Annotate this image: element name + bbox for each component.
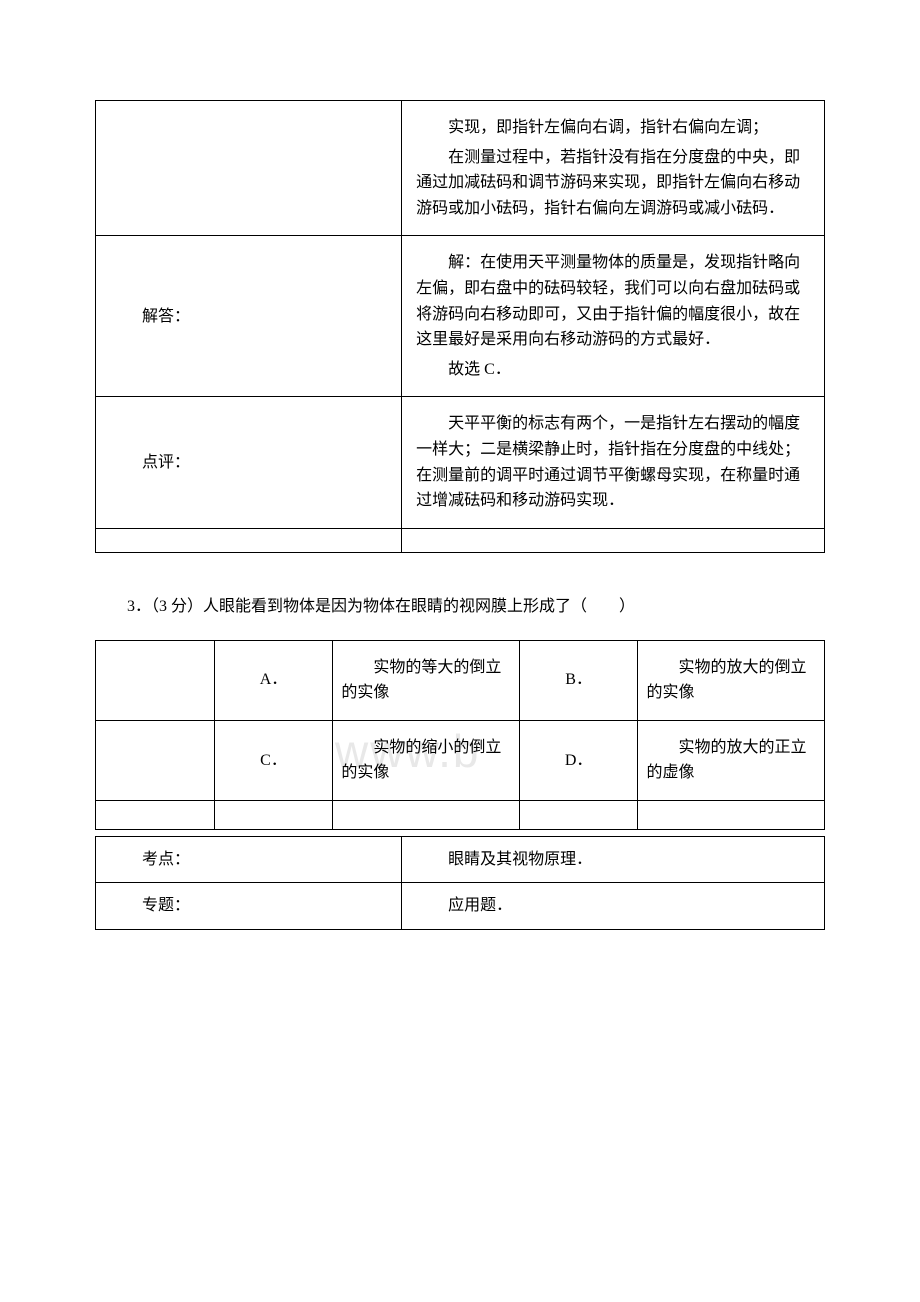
question-body: 人眼能看到物体是因为物体在眼睛的视网膜上形成了（ ）: [203, 598, 635, 615]
question-text: 3．（3 分）人眼能看到物体是因为物体在眼睛的视网膜上形成了（ ）: [95, 593, 825, 622]
choice-letter: D．: [519, 720, 638, 800]
paragraph: 故选 C．: [416, 357, 810, 383]
choice-text: 实物的放大的正立的虚像: [638, 720, 825, 800]
explanation-table: 实现，即指针左偏向右调，指针右偏向左调； 在测量过程中，若指针没有指在分度盘的中…: [95, 100, 825, 553]
paragraph: 在测量过程中，若指针没有指在分度盘的中央，即通过加减砝码和调节游码来实现，即指针…: [416, 145, 810, 222]
meta-value: 眼睛及其视物原理．: [402, 836, 825, 883]
choice-text: 实物的缩小的倒立的实像: [333, 720, 519, 800]
empty-cell: [96, 720, 215, 800]
row-label: [96, 101, 402, 236]
table-row: 考点： 眼睛及其视物原理．: [96, 836, 825, 883]
table-row-empty: [96, 800, 825, 829]
question-points: （3 分）: [151, 598, 203, 615]
empty-cell: [638, 800, 825, 829]
row-content: 解：在使用天平测量物体的质量是，发现指针略向左偏，即右盘中的砝码较轻，我们可以向…: [402, 236, 825, 397]
choices-table: A． 实物的等大的倒立的实像 B． 实物的放大的倒立的实像 C． 实物的缩小的倒…: [95, 640, 825, 830]
choice-letter: C．: [214, 720, 333, 800]
row-content: 实现，即指针左偏向右调，指针右偏向左调； 在测量过程中，若指针没有指在分度盘的中…: [402, 101, 825, 236]
table-row: C． 实物的缩小的倒立的实像 D． 实物的放大的正立的虚像: [96, 720, 825, 800]
empty-cell: [96, 640, 215, 720]
empty-cell: [519, 800, 638, 829]
paragraph: 天平平衡的标志有两个，一是指针左右摆动的幅度一样大；二是横梁静止时，指针指在分度…: [416, 411, 810, 513]
choice-letter: B．: [519, 640, 638, 720]
row-content: 天平平衡的标志有两个，一是指针左右摆动的幅度一样大；二是横梁静止时，指针指在分度…: [402, 397, 825, 528]
row-label: 点评：: [96, 397, 402, 528]
paragraph: 解：在使用天平测量物体的质量是，发现指针略向左偏，即右盘中的砝码较轻，我们可以向…: [416, 250, 810, 352]
choice-text: 实物的放大的倒立的实像: [638, 640, 825, 720]
table-row: A． 实物的等大的倒立的实像 B． 实物的放大的倒立的实像: [96, 640, 825, 720]
choice-letter: A．: [214, 640, 333, 720]
table-row: 解答： 解：在使用天平测量物体的质量是，发现指针略向左偏，即右盘中的砝码较轻，我…: [96, 236, 825, 397]
empty-cell: [402, 528, 825, 552]
row-label: 解答：: [96, 236, 402, 397]
empty-cell: [333, 800, 519, 829]
question-number: 3．: [127, 598, 151, 615]
table-row: 专题： 应用题．: [96, 883, 825, 930]
empty-cell: [96, 528, 402, 552]
table-row-empty: [96, 528, 825, 552]
empty-cell: [214, 800, 333, 829]
choice-text: 实物的等大的倒立的实像: [333, 640, 519, 720]
meta-label: 考点：: [96, 836, 402, 883]
paragraph: 实现，即指针左偏向右调，指针右偏向左调；: [416, 115, 810, 141]
meta-table: 考点： 眼睛及其视物原理． 专题： 应用题．: [95, 836, 825, 930]
meta-value: 应用题．: [402, 883, 825, 930]
empty-cell: [96, 800, 215, 829]
table-row: 点评： 天平平衡的标志有两个，一是指针左右摆动的幅度一样大；二是横梁静止时，指针…: [96, 397, 825, 528]
table-row: 实现，即指针左偏向右调，指针右偏向左调； 在测量过程中，若指针没有指在分度盘的中…: [96, 101, 825, 236]
meta-label: 专题：: [96, 883, 402, 930]
